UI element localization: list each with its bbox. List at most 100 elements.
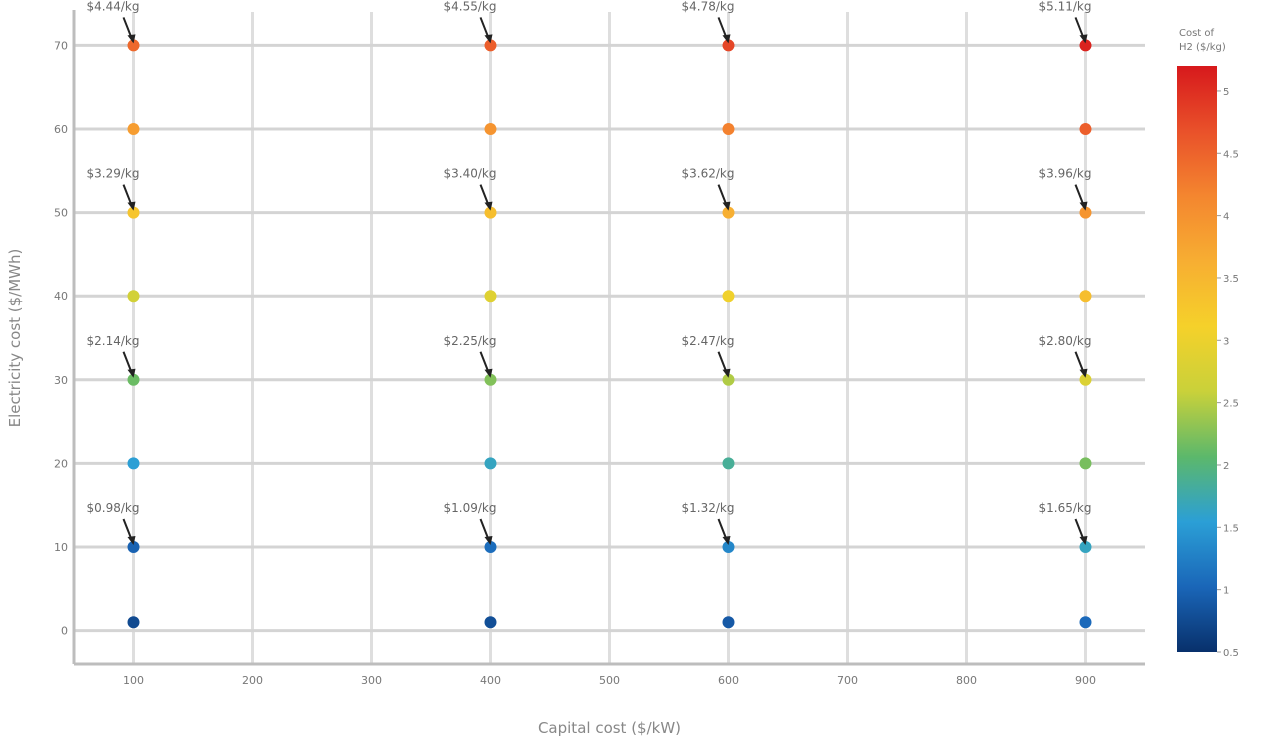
y-tick-label: 40 [54, 290, 68, 303]
annotation-arrowhead [127, 535, 136, 545]
annotation-label: $1.09/kg [444, 501, 497, 515]
x-tick-label: 300 [361, 674, 382, 687]
data-point [722, 290, 735, 303]
data-point [722, 616, 735, 629]
annotation-arrowhead [1079, 34, 1088, 44]
data-point [1079, 206, 1092, 219]
colorbar-tick-label: 0.5 [1223, 648, 1239, 659]
colorbar-title: Cost of [1179, 28, 1215, 39]
data-point [127, 616, 140, 629]
colorbar-tick-label: 1.5 [1223, 523, 1239, 534]
data-point [1079, 123, 1092, 136]
data-point [722, 373, 735, 386]
y-axis-title: Electricity cost ($/MWh) [6, 249, 24, 428]
annotation-arrowhead [722, 34, 731, 44]
colorbar-tick-label: 1 [1223, 586, 1229, 597]
y-tick-label: 10 [54, 541, 68, 554]
colorbar-tick-label: 5 [1223, 87, 1229, 98]
annotation-label: $2.14/kg [87, 334, 140, 348]
annotation-label: $3.29/kg [87, 167, 140, 181]
colorbar-gradient [1177, 66, 1217, 652]
data-points [127, 39, 1092, 629]
annotation-arrowhead [1079, 535, 1088, 545]
x-tick-label: 600 [718, 674, 739, 687]
annotation-label: $3.40/kg [444, 167, 497, 181]
data-point [127, 540, 140, 553]
colorbar-tick-label: 2.5 [1223, 399, 1239, 410]
annotation-arrowhead [484, 368, 493, 378]
annotation-arrowhead [722, 201, 731, 211]
annotation-label: $2.47/kg [682, 334, 735, 348]
annotation-label: $5.11/kg [1039, 0, 1092, 13]
colorbar-tick-label: 4.5 [1223, 149, 1239, 160]
data-point [1079, 290, 1092, 303]
data-point [1079, 373, 1092, 386]
data-point [484, 373, 497, 386]
y-tick-label: 20 [54, 457, 68, 470]
data-point [1079, 39, 1092, 52]
annotation-arrowhead [1079, 368, 1088, 378]
data-point [127, 206, 140, 219]
annotation-arrowhead [484, 201, 493, 211]
x-tick-label: 700 [837, 674, 858, 687]
annotation-label: $2.25/kg [444, 334, 497, 348]
annotation-arrowhead [484, 34, 493, 44]
data-point [1079, 540, 1092, 553]
annotation-arrowhead [722, 368, 731, 378]
colorbar-tick-label: 4 [1223, 212, 1229, 223]
annotation-arrowhead [722, 535, 731, 545]
x-tick-label: 500 [599, 674, 620, 687]
colorbar-tick-label: 3 [1223, 336, 1229, 347]
annotation-arrowhead [127, 201, 136, 211]
x-tick-label: 100 [123, 674, 144, 687]
data-point [722, 39, 735, 52]
y-tick-label: 70 [54, 39, 68, 52]
colorbar-tick-label: 3.5 [1223, 274, 1239, 285]
x-tick-label: 400 [480, 674, 501, 687]
annotation-label: $3.62/kg [682, 167, 735, 181]
data-point [484, 540, 497, 553]
annotation-arrowhead [127, 368, 136, 378]
data-point [484, 123, 497, 136]
annotation-label: $0.98/kg [87, 501, 140, 515]
data-point [722, 206, 735, 219]
annotation-arrowhead [1079, 201, 1088, 211]
y-tick-label: 0 [61, 625, 68, 638]
colorbar-tick-label: 2 [1223, 461, 1229, 472]
annotation-label: $4.55/kg [444, 0, 497, 13]
annotation-label: $1.32/kg [682, 501, 735, 515]
data-point [722, 540, 735, 553]
data-point [484, 206, 497, 219]
data-point [484, 457, 497, 470]
data-point [484, 616, 497, 629]
data-point [484, 290, 497, 303]
data-point [722, 457, 735, 470]
y-tick-label: 50 [54, 207, 68, 220]
data-point [127, 39, 140, 52]
data-point [127, 290, 140, 303]
data-point [484, 39, 497, 52]
annotations: $4.44/kg $4.55/kg $4.78/kg $5.11/kg $3.29/kg… [87, 0, 1092, 545]
axes: 100 200 300 400 500 600 700 800 900 0 10 20 30 40 50 60… [54, 10, 1145, 687]
data-point [1079, 616, 1092, 629]
annotation-label: $3.96/kg [1039, 167, 1092, 181]
annotation-label: $4.44/kg [87, 0, 140, 13]
data-point [127, 123, 140, 136]
y-tick-label: 60 [54, 123, 68, 136]
grid [74, 12, 1145, 664]
annotation-arrowhead [127, 34, 136, 44]
data-point [1079, 457, 1092, 470]
y-tick-label: 30 [54, 374, 68, 387]
x-tick-label: 800 [956, 674, 977, 687]
annotation-label: $2.80/kg [1039, 334, 1092, 348]
x-axis-title: Capital cost ($/kW) [538, 719, 681, 737]
annotation-label: $1.65/kg [1039, 501, 1092, 515]
annotation-label: $4.78/kg [682, 0, 735, 13]
x-tick-label: 200 [242, 674, 263, 687]
x-tick-label: 900 [1075, 674, 1096, 687]
data-point [722, 123, 735, 136]
colorbar-title: H2 ($/kg) [1179, 42, 1226, 53]
colorbar: Cost of H2 ($/kg) 0.5 1 1.5 2 2.5 3 3.5 4 4.5 5 [1177, 28, 1239, 659]
